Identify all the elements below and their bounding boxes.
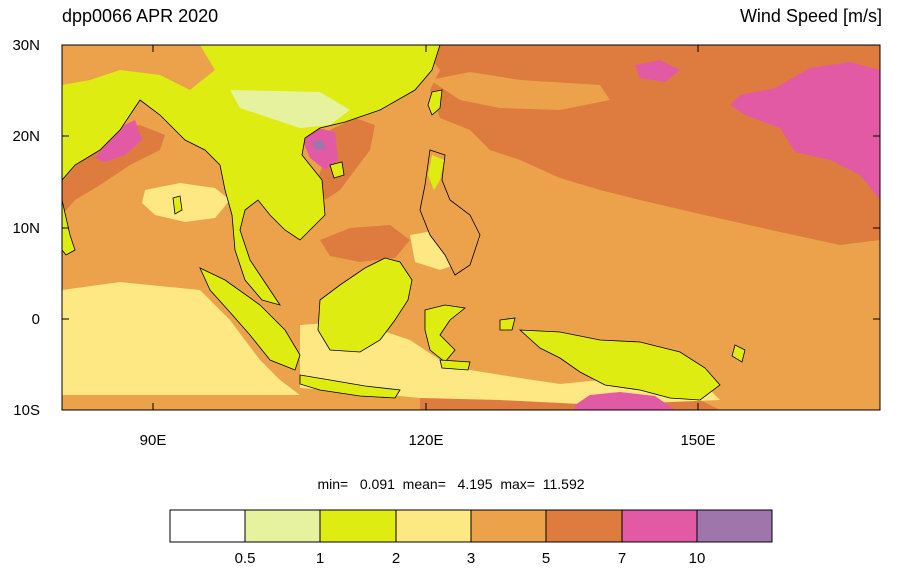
colorbar-swatch-1 [244, 509, 321, 543]
land-india-tip [62, 199, 76, 256]
lon-label-90e: 90E [139, 432, 167, 449]
land-island-maluku [499, 317, 516, 331]
colorbar-label-2: 2 [391, 550, 401, 567]
field-png-high [575, 392, 675, 410]
lon-label-150e: 150E [680, 432, 716, 449]
colorbar-swatch-4 [470, 509, 547, 543]
land-sulawesi [424, 304, 466, 363]
colorbar-label-4: 5 [541, 550, 551, 567]
land-taiwan [427, 89, 443, 116]
lon-label-120e: 120E [408, 432, 444, 449]
field-indian-weak [62, 282, 300, 395]
lat-label-0: 0 [31, 311, 40, 328]
colorbar-swatch-5 [545, 509, 623, 543]
lat-label-10s: 10S [13, 402, 40, 419]
colorbar-label-0: 0.5 [234, 550, 256, 567]
land-sri-lanka [172, 195, 183, 215]
colorbar [169, 509, 773, 543]
field-pacific-high-2 [635, 60, 680, 82]
field-andaman-weak [142, 183, 230, 222]
colorbar-label-5: 7 [617, 550, 627, 567]
lat-label-20n: 20N [12, 128, 40, 145]
land-sumatra [199, 267, 301, 371]
variable-title: Wind Speed [m/s] [739, 6, 882, 26]
axis-ticks [62, 44, 880, 411]
stats-line: min= 0.091 mean= 4.195 max= 11.592 [317, 476, 585, 492]
field-borneo-strong [320, 225, 410, 262]
colorbar-label-1: 1 [315, 550, 325, 567]
colorbar-swatch-3 [395, 509, 472, 543]
land-himalaya [62, 45, 215, 90]
land-china-light [230, 90, 350, 128]
field-tonkin-extreme [312, 140, 326, 151]
lat-label-30n: 30N [12, 37, 40, 54]
colorbar-swatch-6 [621, 509, 698, 543]
field-tw-mid [430, 72, 610, 110]
land-island-east [731, 344, 746, 363]
colorbar-label-3: 3 [466, 550, 476, 567]
colorbar-swatch-2 [319, 509, 397, 543]
land-island-timor [439, 359, 471, 371]
land-borneo [317, 257, 413, 353]
lat-label-10n: 10N [12, 220, 40, 237]
land-hainan [329, 161, 345, 179]
land-luzon-core [428, 155, 444, 190]
field-bengal-high [95, 120, 142, 162]
field-pacific-high [730, 62, 880, 200]
land-new-guinea [518, 329, 721, 401]
colorbar-swatch-0 [169, 509, 246, 543]
colorbar-label-6: 10 [688, 550, 706, 567]
colorbar-swatch-7 [696, 509, 773, 543]
map-title: dpp0066 APR 2020 [62, 6, 219, 26]
land-java [299, 374, 401, 399]
